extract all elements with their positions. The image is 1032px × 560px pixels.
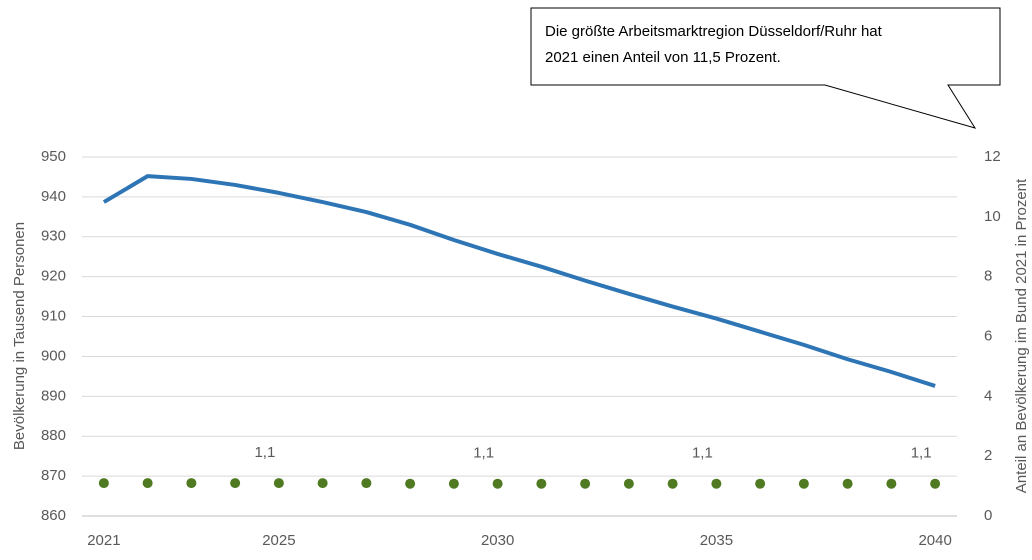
x-tick-label: 2021 <box>87 532 120 549</box>
marker <box>317 478 328 489</box>
x-tick-label: 2025 <box>262 532 295 549</box>
marker <box>230 478 241 489</box>
y-tick-label: 870 <box>41 467 66 484</box>
marker <box>448 478 459 489</box>
marker <box>580 478 591 489</box>
marker <box>142 478 153 489</box>
y2-tick-label: 4 <box>984 387 992 404</box>
callout <box>530 7 1001 129</box>
marker <box>798 478 809 489</box>
y-tick-label: 860 <box>41 507 66 524</box>
y2-tick-label: 0 <box>984 507 992 524</box>
line <box>102 174 936 388</box>
marker <box>405 478 416 489</box>
marker <box>492 478 503 489</box>
data-label: 1,1 <box>473 445 494 462</box>
y-tick-label: 910 <box>41 308 66 325</box>
marker <box>98 478 109 489</box>
x-tick-label: 2035 <box>700 532 733 549</box>
data-label: 1,1 <box>254 444 275 461</box>
annotation: Die größte Arbeitsmarktregion Düsseldorf… <box>545 23 883 40</box>
y-tick-label: 940 <box>41 188 66 205</box>
marker <box>186 478 197 489</box>
x-tick-label: 2030 <box>481 532 514 549</box>
marker <box>667 478 678 489</box>
marker <box>755 478 766 489</box>
marker <box>886 478 897 489</box>
y2-tick-label: 8 <box>984 268 992 285</box>
x-tick-label: 2040 <box>918 532 951 549</box>
marker <box>623 478 634 489</box>
y-tick-label: 890 <box>41 387 66 404</box>
marker <box>361 478 372 489</box>
y-tick-label: 880 <box>41 427 66 444</box>
y-tick-label: 950 <box>41 148 66 165</box>
data-label: 1,1 <box>911 445 932 462</box>
y-tick-label: 930 <box>41 228 66 245</box>
marker <box>536 478 547 489</box>
marker <box>711 478 722 489</box>
y-tick-label: 900 <box>41 347 66 364</box>
marker <box>273 478 284 489</box>
y2-axis-title: Anteil an Bevölkerung im Bund 2021 in Pr… <box>1013 178 1030 493</box>
y2-tick-label: 2 <box>984 447 992 464</box>
y-axis-title: Bevölkerung in Tausend Personen <box>11 222 28 450</box>
data-label: 1,1 <box>692 445 713 462</box>
y-tick-label: 920 <box>41 268 66 285</box>
annotation: 2021 einen Anteil von 11,5 Prozent. <box>545 49 781 66</box>
marker <box>842 478 853 489</box>
y2-tick-label: 12 <box>984 148 1001 165</box>
marker <box>930 478 941 489</box>
y2-tick-label: 10 <box>984 208 1001 225</box>
y2-tick-label: 6 <box>984 327 992 344</box>
